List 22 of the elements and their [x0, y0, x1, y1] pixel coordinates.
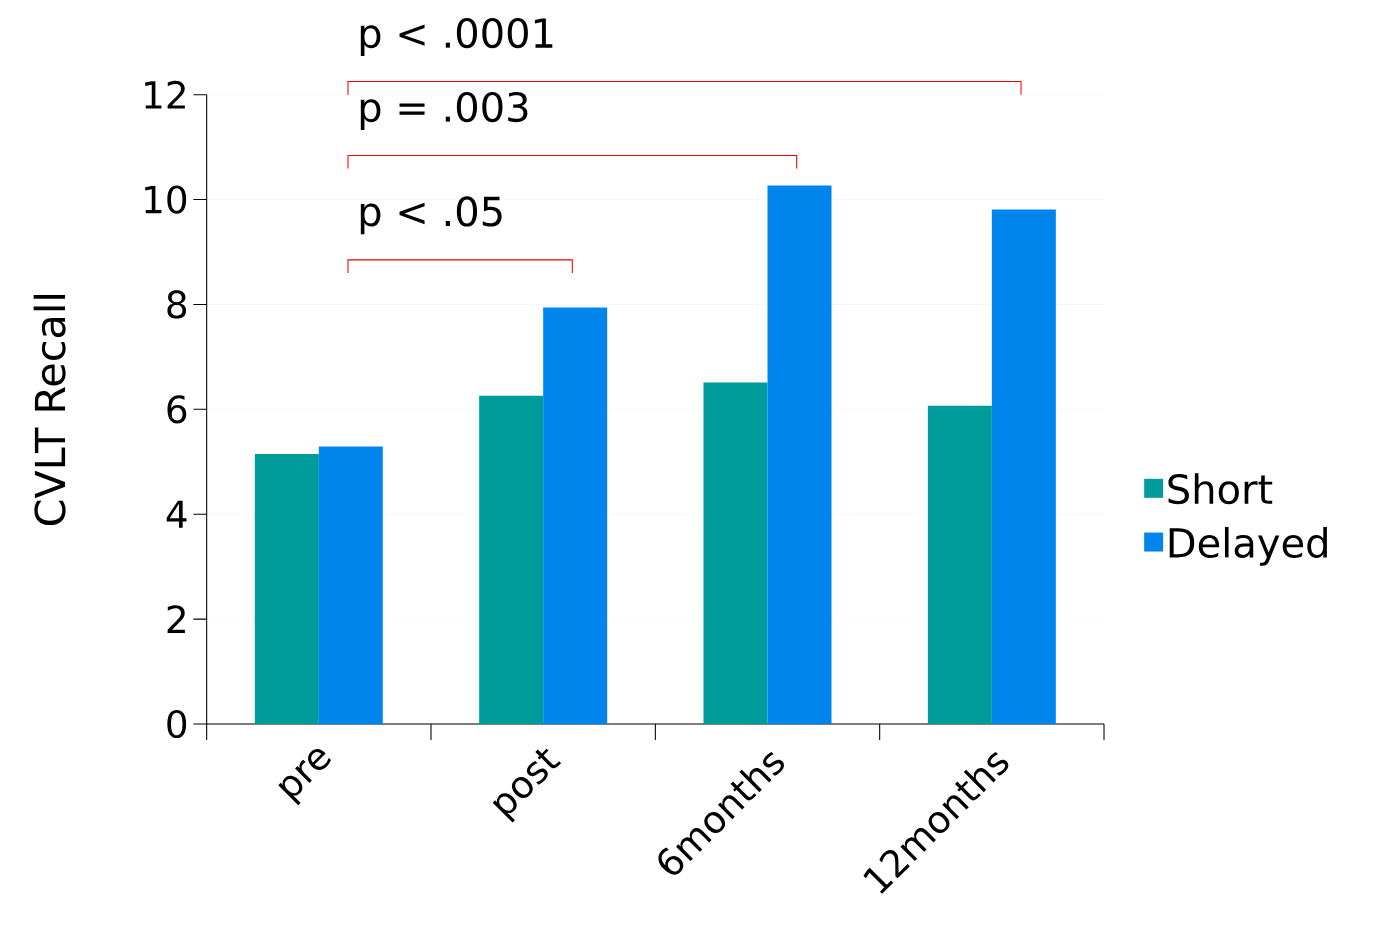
bar — [767, 185, 832, 725]
bar — [479, 395, 544, 725]
y-tick-label: 6 — [167, 395, 187, 424]
y-tick-label: 12 — [145, 80, 185, 109]
y-axis-title: CVLT Recall — [33, 295, 66, 526]
bar — [991, 209, 1056, 725]
bar — [703, 382, 768, 725]
annotation: p < .05 — [360, 196, 502, 235]
y-tick-label: 8 — [167, 290, 187, 319]
legend-label: Short — [1168, 473, 1273, 505]
x-tick-label: pre — [278, 749, 331, 806]
text: p < .0001 — [360, 18, 553, 57]
y-tick-label: 0 — [167, 710, 187, 739]
bar — [927, 405, 992, 725]
y-tick-label: 10 — [145, 185, 187, 214]
bar — [543, 307, 608, 725]
y-tick-label: 2 — [167, 605, 185, 634]
annotation: p = .003 — [360, 92, 528, 131]
legend-label: Delayed — [1169, 527, 1327, 566]
y-tick-label: 4 — [166, 500, 187, 528]
bar — [254, 454, 319, 725]
bar — [318, 446, 383, 725]
